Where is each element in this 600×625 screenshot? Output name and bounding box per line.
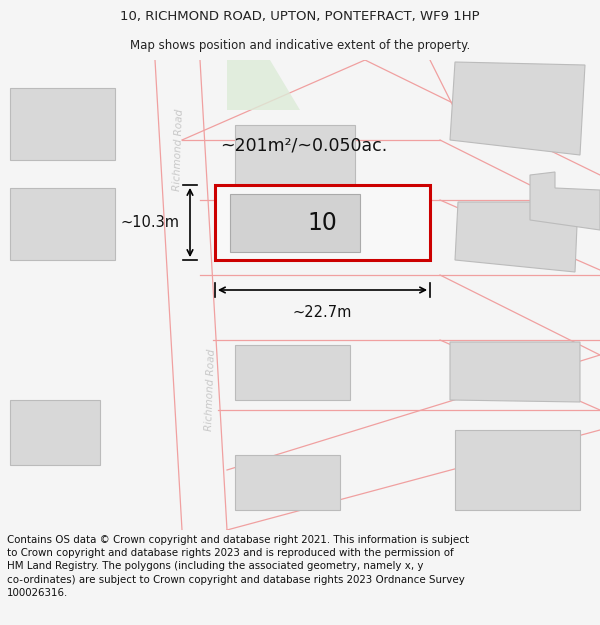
Text: Richmond Road: Richmond Road — [203, 349, 217, 431]
Bar — [235, 345, 350, 400]
Text: 10: 10 — [308, 211, 337, 234]
Bar — [235, 125, 355, 185]
Text: Richmond Road: Richmond Road — [172, 109, 184, 191]
Text: 10, RICHMOND ROAD, UPTON, PONTEFRACT, WF9 1HP: 10, RICHMOND ROAD, UPTON, PONTEFRACT, WF… — [120, 10, 480, 23]
Bar — [10, 188, 115, 260]
Polygon shape — [455, 202, 578, 272]
Bar — [230, 194, 360, 252]
Bar — [10, 88, 115, 160]
Text: ~201m²/~0.050ac.: ~201m²/~0.050ac. — [220, 136, 387, 154]
Bar — [235, 455, 340, 510]
Polygon shape — [450, 342, 580, 402]
Polygon shape — [450, 62, 585, 155]
Bar — [215, 185, 430, 260]
Polygon shape — [455, 430, 580, 510]
Text: ~22.7m: ~22.7m — [293, 305, 352, 320]
Text: Map shows position and indicative extent of the property.: Map shows position and indicative extent… — [130, 39, 470, 51]
Text: Contains OS data © Crown copyright and database right 2021. This information is : Contains OS data © Crown copyright and d… — [7, 535, 469, 598]
Polygon shape — [530, 172, 600, 230]
Text: ~10.3m: ~10.3m — [121, 215, 180, 230]
Bar — [10, 400, 100, 465]
Polygon shape — [227, 60, 300, 110]
